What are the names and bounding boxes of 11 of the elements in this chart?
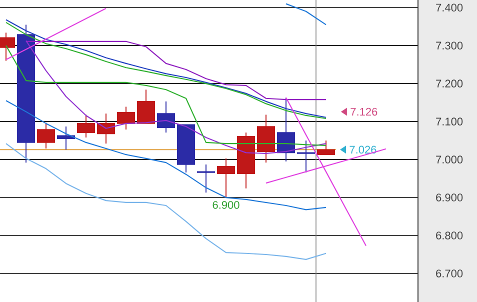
y-tick-label: 7.300: [436, 42, 463, 50]
y-tick-label: 7.000: [436, 156, 463, 164]
ref-line-label: 7.026: [350, 146, 376, 154]
y-tick-label: 7.400: [436, 4, 463, 12]
annotation: 6.900: [212, 201, 240, 209]
y-tick-label: 7.200: [436, 80, 463, 88]
y-tick-label: 7.100: [436, 118, 463, 126]
annotation: 7.126: [350, 108, 378, 116]
y-tick-label: 6.900: [436, 194, 463, 202]
y-tick-label: 6.700: [436, 270, 463, 278]
y-tick-label: 6.800: [436, 232, 463, 240]
